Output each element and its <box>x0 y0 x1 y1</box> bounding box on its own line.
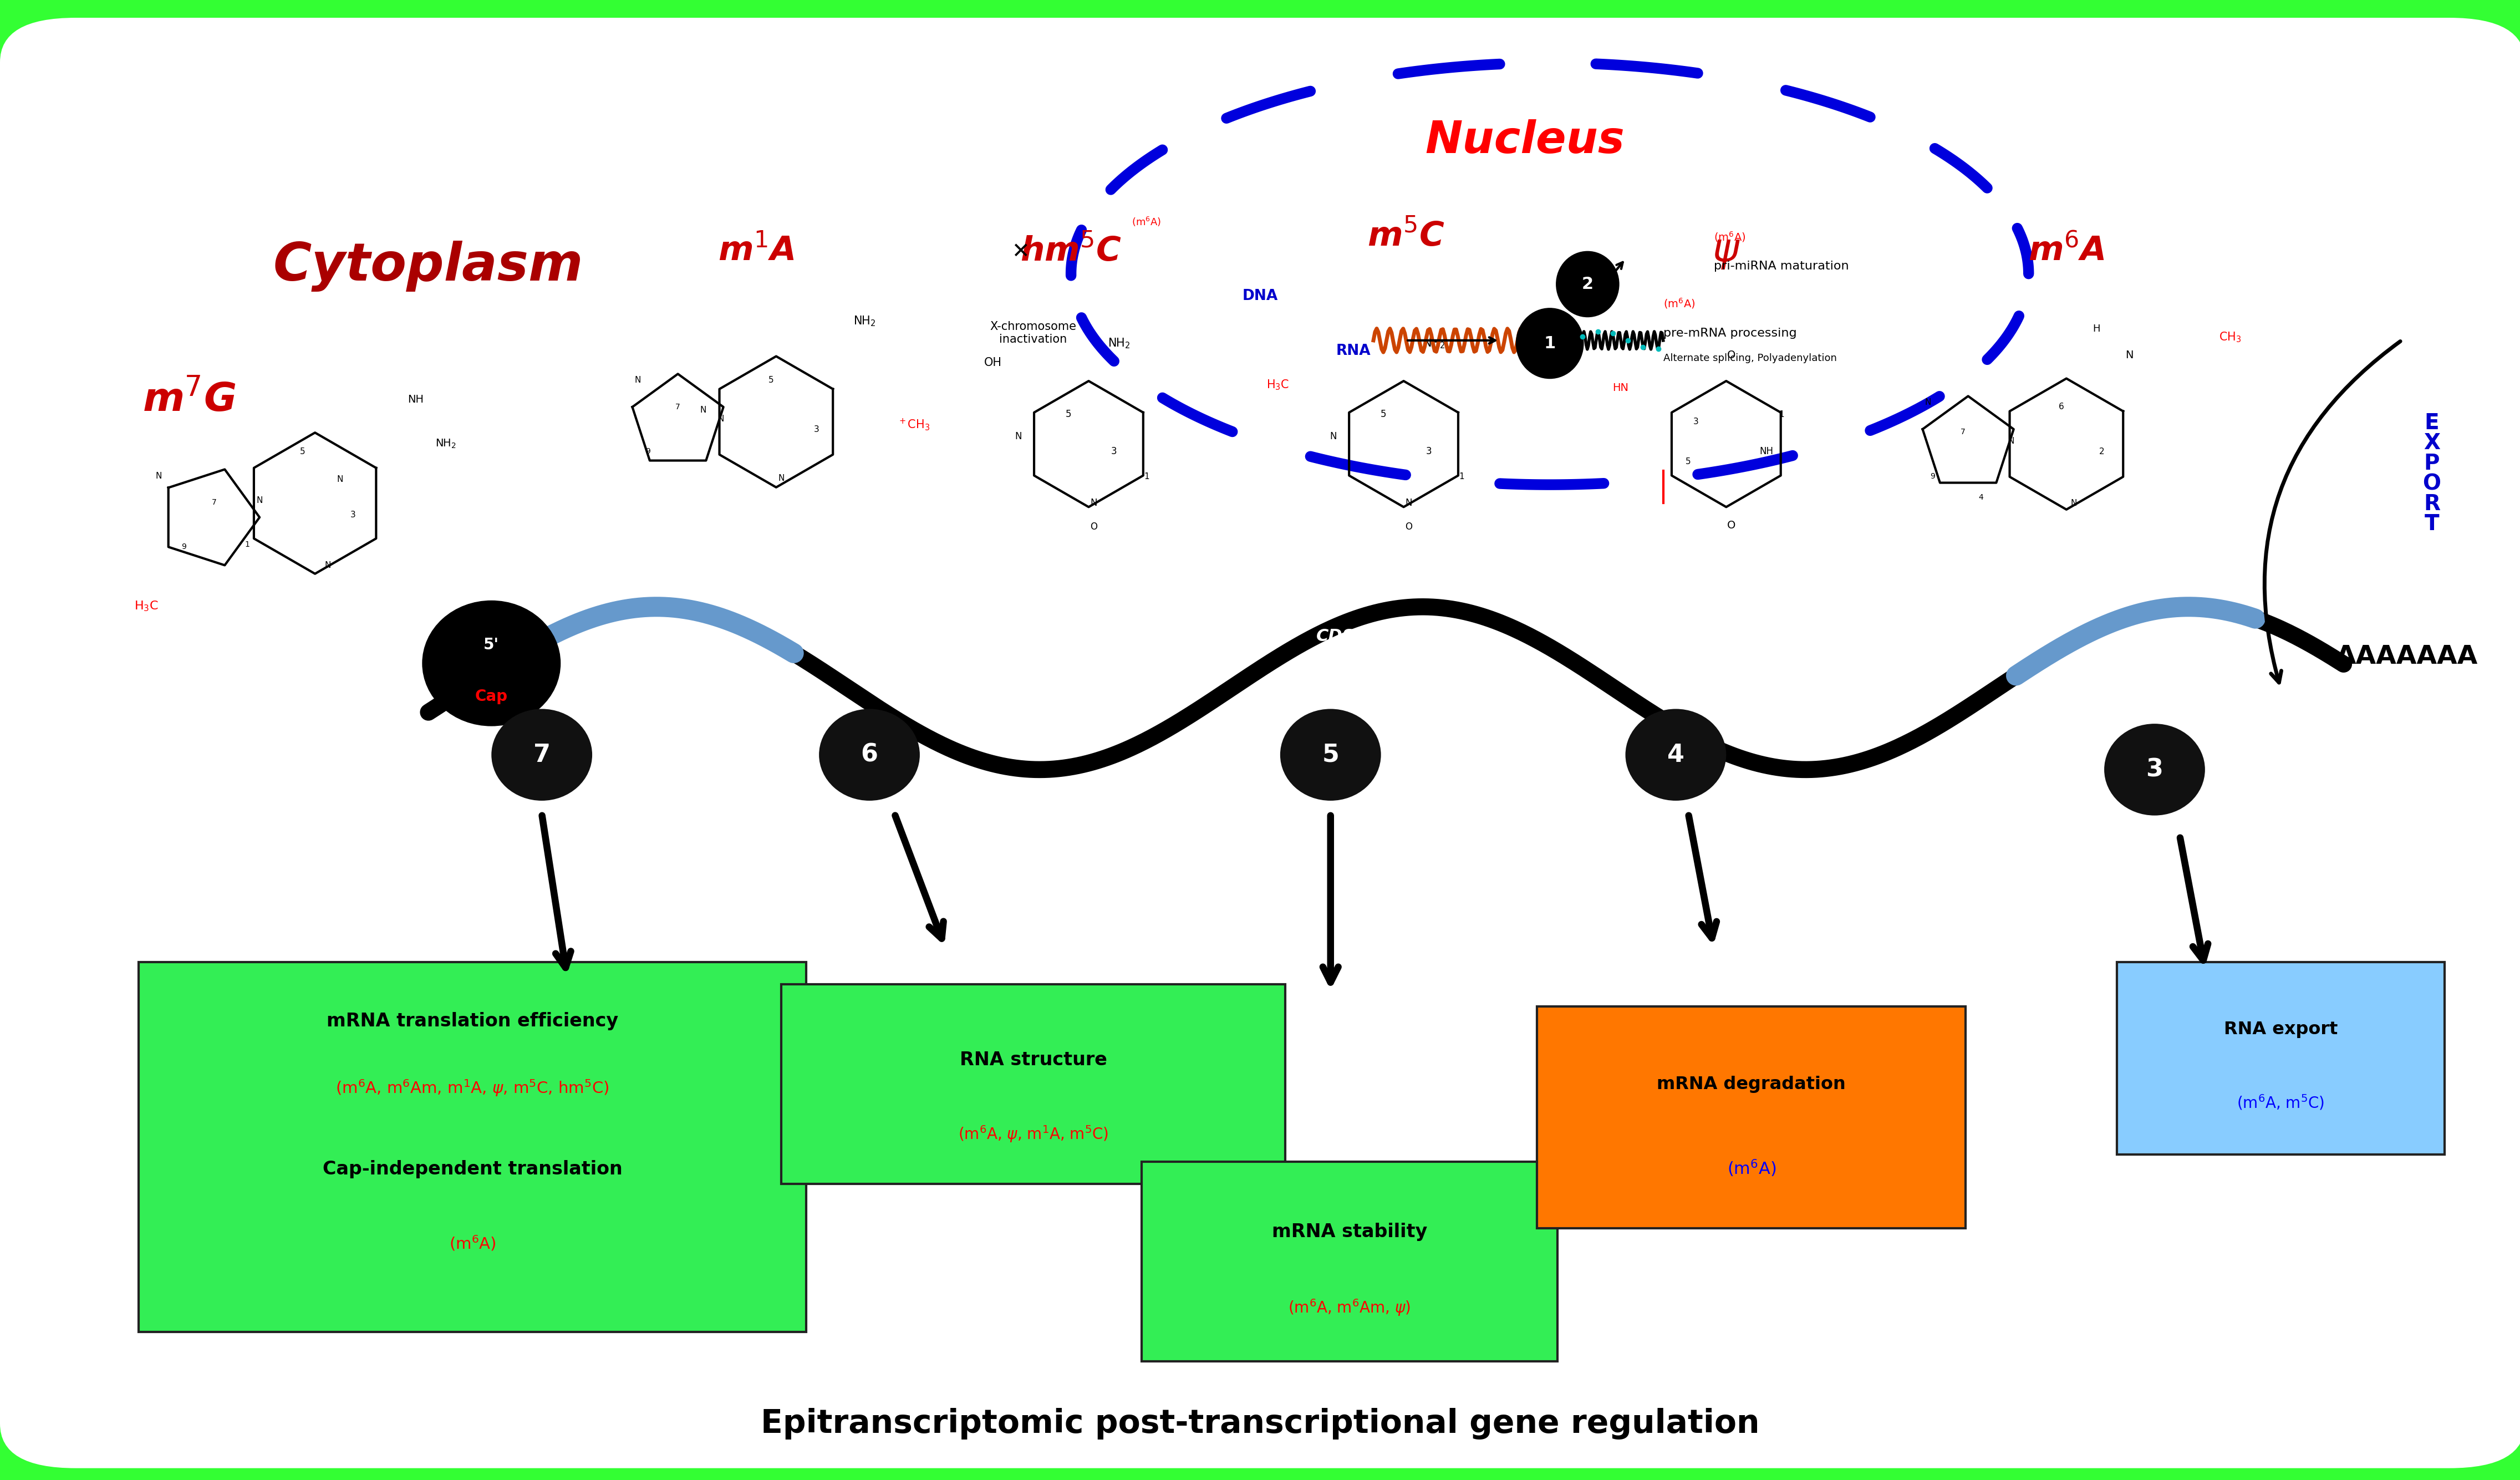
Text: (m$^6$A): (m$^6$A) <box>1131 216 1162 228</box>
Text: NH$_2$: NH$_2$ <box>854 315 874 327</box>
Ellipse shape <box>2104 724 2205 815</box>
Text: 2: 2 <box>2099 447 2104 456</box>
Text: O: O <box>1406 522 1411 531</box>
Text: N: N <box>779 474 784 482</box>
Text: 4: 4 <box>1978 493 1983 502</box>
Text: pri-miRNA maturation: pri-miRNA maturation <box>1714 260 1850 272</box>
Text: N: N <box>156 472 161 480</box>
Ellipse shape <box>491 709 592 801</box>
Text: N: N <box>1406 499 1411 508</box>
Text: 1: 1 <box>1144 472 1149 481</box>
Text: Cap: Cap <box>476 688 507 704</box>
Text: 5: 5 <box>769 376 774 385</box>
Text: 3: 3 <box>1693 417 1698 426</box>
Text: 5: 5 <box>300 447 305 456</box>
Text: O: O <box>1091 522 1096 531</box>
Text: CDS: CDS <box>1315 629 1356 644</box>
Text: X-chromosome
inactivation: X-chromosome inactivation <box>990 321 1076 345</box>
Text: 5': 5' <box>484 638 499 653</box>
Text: N: N <box>2071 499 2076 508</box>
Text: 1: 1 <box>244 540 249 549</box>
Text: H: H <box>2094 324 2099 333</box>
Text: 5: 5 <box>1066 410 1071 419</box>
Text: m$^5$C: m$^5$C <box>1368 221 1444 253</box>
Text: N: N <box>257 496 262 505</box>
Text: N: N <box>325 561 330 570</box>
Text: NH$_2$: NH$_2$ <box>1109 337 1129 349</box>
Text: RNA export: RNA export <box>2223 1021 2339 1037</box>
Text: Epitranscriptomic post-transcriptional gene regulation: Epitranscriptomic post-transcriptional g… <box>761 1407 1759 1440</box>
Text: N: N <box>1016 432 1021 441</box>
Text: RNA: RNA <box>1336 343 1371 358</box>
Text: H$_3$C: H$_3$C <box>1265 379 1290 391</box>
Text: (m$^6$A): (m$^6$A) <box>1663 297 1696 309</box>
Text: NH$_2$: NH$_2$ <box>436 438 456 450</box>
Text: N: N <box>2124 349 2134 361</box>
Text: N: N <box>1925 398 1930 407</box>
FancyBboxPatch shape <box>1537 1006 1966 1228</box>
Text: N: N <box>701 406 706 414</box>
Text: 9: 9 <box>181 543 186 551</box>
Text: 1: 1 <box>1779 410 1784 419</box>
Ellipse shape <box>1071 64 2029 485</box>
Text: Cap-independent translation: Cap-independent translation <box>323 1160 622 1178</box>
Text: O: O <box>1726 349 1736 361</box>
Text: 1: 1 <box>1459 472 1464 481</box>
Text: 7: 7 <box>1961 428 1966 437</box>
Text: 6: 6 <box>862 743 877 767</box>
Text: (m$^6$A, m$^6$Am, m$^1$A, $\psi$, m$^5$C, hm$^5$C): (m$^6$A, m$^6$Am, m$^1$A, $\psi$, m$^5$C… <box>335 1077 610 1098</box>
Text: Alternate splicing, Polyadenylation: Alternate splicing, Polyadenylation <box>1663 354 1837 363</box>
Text: O: O <box>1726 519 1736 531</box>
Ellipse shape <box>423 601 559 727</box>
Text: 7: 7 <box>534 743 549 767</box>
Text: hm$^5$C: hm$^5$C <box>1021 235 1121 268</box>
Text: 4: 4 <box>1668 743 1683 767</box>
FancyBboxPatch shape <box>139 962 806 1332</box>
Text: 5: 5 <box>1381 410 1386 419</box>
Text: DNA: DNA <box>1242 289 1278 303</box>
Text: mRNA degradation: mRNA degradation <box>1658 1076 1845 1092</box>
Text: AAAAAAA: AAAAAAA <box>2336 644 2477 669</box>
Text: N: N <box>2008 437 2013 445</box>
Text: E
X
P
O
R
T: E X P O R T <box>2422 413 2442 534</box>
Text: 7: 7 <box>675 403 680 411</box>
Ellipse shape <box>1280 709 1381 801</box>
Text: NH: NH <box>408 394 423 406</box>
Text: m$^1$A: m$^1$A <box>718 235 794 268</box>
Text: 1: 1 <box>1545 336 1555 351</box>
Text: (m$^6$A): (m$^6$A) <box>449 1234 496 1252</box>
Text: 3: 3 <box>2147 758 2162 781</box>
Text: N: N <box>1331 432 1336 441</box>
Text: H$_3$C: H$_3$C <box>134 599 159 613</box>
Text: (m$^6$A, m$^6$Am, $\psi$): (m$^6$A, m$^6$Am, $\psi$) <box>1288 1298 1411 1317</box>
Ellipse shape <box>1625 709 1726 801</box>
FancyBboxPatch shape <box>1142 1162 1557 1362</box>
Text: $^+$CH$_3$: $^+$CH$_3$ <box>897 417 930 432</box>
Text: 7: 7 <box>212 499 217 506</box>
Text: 9: 9 <box>645 447 650 456</box>
Text: 9: 9 <box>1930 472 1935 481</box>
Text: RNA structure: RNA structure <box>960 1051 1106 1069</box>
Text: NH$_2$: NH$_2$ <box>1424 337 1444 349</box>
Text: 3: 3 <box>350 511 355 519</box>
Text: NH: NH <box>1759 447 1774 456</box>
Text: m$^7$G: m$^7$G <box>141 380 237 419</box>
Text: 3: 3 <box>1426 447 1431 456</box>
Text: Nucleus: Nucleus <box>1424 118 1625 163</box>
Text: (m$^6$A, m$^5$C): (m$^6$A, m$^5$C) <box>2238 1094 2323 1111</box>
Text: mRNA translation efficiency: mRNA translation efficiency <box>328 1012 617 1030</box>
Text: m$^6$A: m$^6$A <box>2029 235 2104 268</box>
Text: OH: OH <box>983 357 1003 369</box>
Text: N: N <box>718 414 723 423</box>
Text: N: N <box>338 475 343 484</box>
Text: pre-mRNA processing: pre-mRNA processing <box>1663 327 1797 339</box>
Text: ✕: ✕ <box>1011 241 1031 262</box>
FancyBboxPatch shape <box>0 18 2520 1468</box>
Text: N: N <box>635 376 640 385</box>
Text: 5' UTR: 5' UTR <box>627 721 673 759</box>
Ellipse shape <box>1555 252 1620 317</box>
Text: CH$_3$: CH$_3$ <box>2220 332 2240 343</box>
Text: 6: 6 <box>2059 403 2064 411</box>
Text: 2: 2 <box>1583 277 1593 292</box>
